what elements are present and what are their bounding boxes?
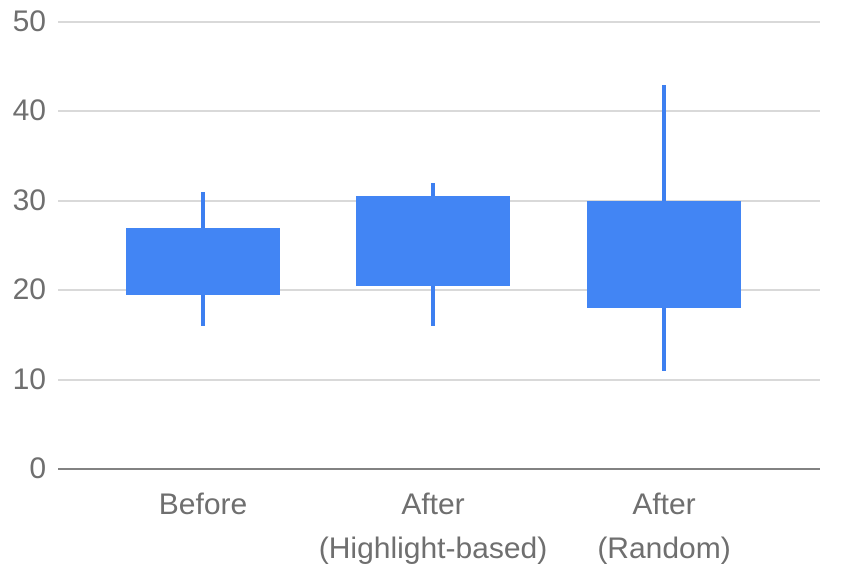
x-label-after-highlight-based-line-1: After bbox=[401, 488, 465, 521]
x-label-after-random: After (Random) bbox=[524, 483, 804, 571]
x-label-before-line-1: Before bbox=[158, 488, 248, 521]
gridline-50 bbox=[58, 21, 820, 23]
y-tick-label-20: 20 bbox=[12, 273, 46, 307]
y-tick-label-30: 30 bbox=[12, 183, 46, 217]
y-tick-label-10: 10 bbox=[12, 362, 46, 396]
gridline-40 bbox=[58, 110, 820, 113]
x-label-after-highlight-based: After (Highlight-based) bbox=[293, 483, 573, 571]
gridline-20 bbox=[58, 289, 820, 292]
gridline-10 bbox=[58, 378, 820, 381]
x-label-before: Before bbox=[63, 483, 343, 527]
box-after-highlight-based bbox=[356, 196, 510, 286]
box-after-random bbox=[587, 200, 741, 309]
y-tick-label-0: 0 bbox=[29, 452, 46, 485]
x-label-after-random-line-2: (Random) bbox=[597, 532, 731, 565]
x-label-after-highlight-based-line-2: (Highlight-based) bbox=[318, 532, 548, 565]
y-tick-label-40: 40 bbox=[12, 94, 46, 128]
y-tick-label-50: 50 bbox=[12, 5, 46, 38]
x-label-after-random-line-1: After bbox=[632, 488, 696, 521]
box-before bbox=[126, 227, 280, 295]
gridline-0 bbox=[58, 468, 820, 470]
